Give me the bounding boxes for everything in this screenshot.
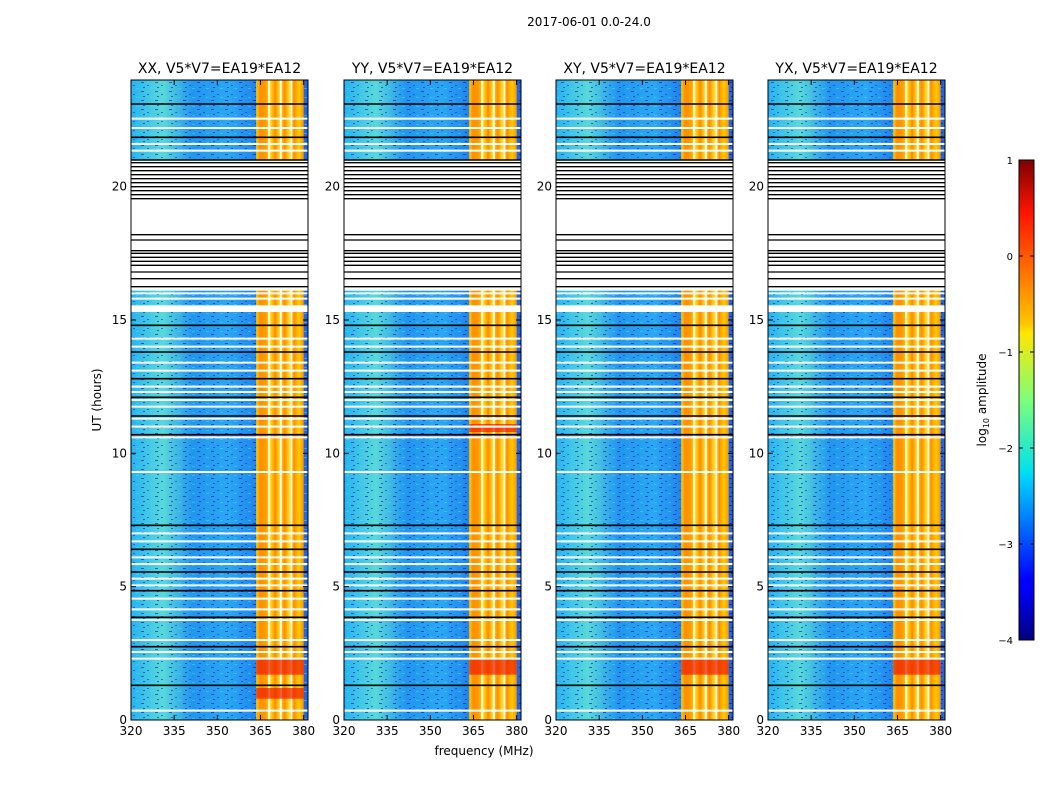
colorbar-tick-label: −1 bbox=[998, 348, 1013, 359]
panels: XX, V5*V7=EA19*EA12 320 335 350 365 380 0 5 10 15… bbox=[112, 61, 952, 738]
y-tick-label: 5 bbox=[119, 580, 127, 594]
x-tick-label: 350 bbox=[419, 724, 442, 738]
y-tick-label: 10 bbox=[537, 446, 552, 460]
x-tick-label: 350 bbox=[843, 724, 866, 738]
colorbar-tick-label: 0 bbox=[1007, 252, 1013, 263]
y-axis-label: UT (hours) bbox=[90, 368, 104, 431]
y-tick-label: 0 bbox=[544, 713, 552, 727]
x-tick-label: 350 bbox=[631, 724, 654, 738]
x-tick-label: 335 bbox=[376, 724, 399, 738]
y-tick-label: 0 bbox=[756, 713, 764, 727]
bright-rfi-row bbox=[681, 658, 729, 675]
colorbar-tick-label: −3 bbox=[998, 540, 1013, 551]
y-tick-label: 5 bbox=[756, 580, 764, 594]
panel-frame bbox=[555, 79, 734, 721]
y-tick-label: 5 bbox=[544, 580, 552, 594]
colorbar-label-main: log bbox=[975, 428, 989, 446]
colorbar: −4 −3 −2 −1 0 1 log10 amplitude bbox=[975, 156, 1035, 647]
x-tick-label: 365 bbox=[249, 724, 272, 738]
colorbar-label-rest: amplitude bbox=[975, 354, 989, 418]
y-tick-label: 10 bbox=[749, 446, 764, 460]
y-tick-label: 5 bbox=[332, 580, 340, 594]
x-tick-label: 380 bbox=[929, 724, 952, 738]
panel-1: XX, V5*V7=EA19*EA12 320 335 350 365 380 0 5 10 15… bbox=[112, 61, 315, 738]
colorbar-tick-label: −4 bbox=[998, 636, 1013, 647]
figure-title: 2017-06-01 0.0-24.0 bbox=[527, 15, 651, 29]
colorbar-gradient bbox=[1018, 159, 1035, 641]
y-tick-label: 10 bbox=[112, 446, 127, 460]
y-tick-label: 10 bbox=[325, 446, 340, 460]
colorbar-tick-label: −2 bbox=[998, 444, 1013, 455]
x-tick-label: 380 bbox=[505, 724, 528, 738]
data-gap bbox=[344, 305, 521, 312]
x-axis-label: frequency (MHz) bbox=[434, 744, 533, 758]
data-gap bbox=[556, 160, 733, 291]
x-tick-label: 335 bbox=[800, 724, 823, 738]
x-tick-label: 320 bbox=[120, 724, 143, 738]
panel-title: YX, V5*V7=EA19*EA12 bbox=[774, 61, 937, 77]
panel-frame bbox=[767, 79, 946, 721]
data-gap bbox=[556, 305, 733, 312]
bright-rfi-row bbox=[893, 658, 941, 675]
colorbar-label: log10 amplitude bbox=[975, 354, 991, 447]
y-tick-label: 0 bbox=[332, 713, 340, 727]
panel-1-image bbox=[131, 80, 308, 720]
x-tick-label: 320 bbox=[545, 724, 568, 738]
x-tick-label: 320 bbox=[757, 724, 780, 738]
y-tick-label: 15 bbox=[325, 313, 340, 327]
x-tick-label: 380 bbox=[717, 724, 740, 738]
panel-title: XY, V5*V7=EA19*EA12 bbox=[563, 61, 725, 77]
colorbar-label-sub: 10 bbox=[982, 418, 991, 428]
panel-frame bbox=[343, 79, 522, 721]
colorbar-tick-label: 1 bbox=[1007, 156, 1013, 167]
panel-4: YX, V5*V7=EA19*EA12 320 335 350 365 380 0 5 10 15… bbox=[749, 61, 952, 738]
panel-frame bbox=[130, 79, 309, 721]
bright-rfi-row bbox=[469, 658, 517, 675]
x-tick-label: 320 bbox=[333, 724, 356, 738]
data-gap bbox=[768, 305, 945, 312]
bright-rfi-row bbox=[256, 658, 304, 675]
x-tick-label: 380 bbox=[292, 724, 315, 738]
x-tick-label: 365 bbox=[462, 724, 485, 738]
panel-title: YY, V5*V7=EA19*EA12 bbox=[351, 61, 513, 77]
y-tick-label: 20 bbox=[112, 180, 127, 194]
y-tick-label: 0 bbox=[119, 713, 127, 727]
x-tick-label: 335 bbox=[588, 724, 611, 738]
y-tick-label: 15 bbox=[749, 313, 764, 327]
x-tick-label: 335 bbox=[163, 724, 186, 738]
data-gap bbox=[344, 160, 521, 291]
y-tick-label: 15 bbox=[112, 313, 127, 327]
x-tick-label: 365 bbox=[886, 724, 909, 738]
colorbar-ticks: −4 −3 −2 −1 0 1 bbox=[998, 156, 1034, 647]
panel-2: YY, V5*V7=EA19*EA12 320 335 350 365 380 0 5 10 15… bbox=[325, 61, 528, 738]
y-tick-label: 15 bbox=[537, 313, 552, 327]
x-tick-label: 350 bbox=[206, 724, 229, 738]
panel-title: XX, V5*V7=EA19*EA12 bbox=[138, 61, 301, 77]
panel-3: XY, V5*V7=EA19*EA12 320 335 350 365 380 0 5 10 15… bbox=[537, 61, 740, 738]
y-tick-label: 20 bbox=[325, 180, 340, 194]
bright-rfi-row bbox=[469, 424, 517, 432]
bright-rfi-row bbox=[256, 688, 304, 699]
y-tick-label: 20 bbox=[537, 180, 552, 194]
panel-4-image bbox=[768, 80, 945, 720]
data-gap bbox=[768, 160, 945, 291]
x-tick-label: 365 bbox=[674, 724, 697, 738]
data-gap bbox=[131, 160, 308, 291]
panel-2-image bbox=[344, 80, 521, 720]
data-gap bbox=[131, 305, 308, 312]
y-tick-label: 20 bbox=[749, 180, 764, 194]
panel-3-image bbox=[556, 80, 733, 720]
